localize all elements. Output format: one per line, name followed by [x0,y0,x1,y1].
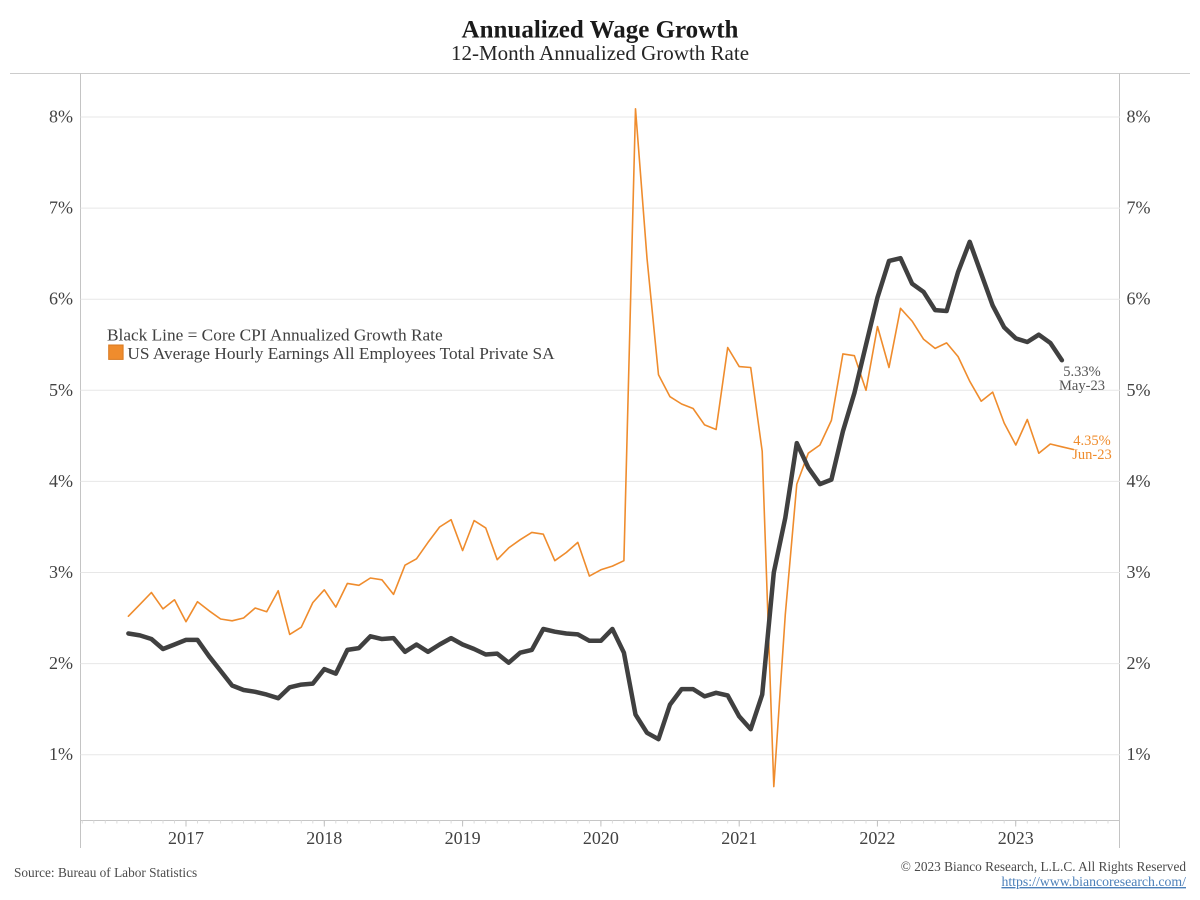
svg-text:Annualized Wage Growth: Annualized Wage Growth [462,17,739,44]
svg-text:2023: 2023 [998,828,1034,848]
svg-text:© 2023 Bianco Research, L.L.C.: © 2023 Bianco Research, L.L.C. All Right… [901,859,1187,874]
svg-text:6%: 6% [49,289,73,309]
svg-text:12-Month Annualized Growth Rat: 12-Month Annualized Growth Rate [451,41,749,65]
svg-text:3%: 3% [1127,562,1151,582]
svg-text:1%: 1% [1127,744,1151,764]
svg-text:2019: 2019 [445,828,481,848]
svg-text:4%: 4% [49,471,73,491]
svg-text:May-23: May-23 [1059,378,1105,394]
svg-text:2021: 2021 [721,828,757,848]
svg-text:2%: 2% [49,653,73,673]
svg-text:7%: 7% [49,198,73,218]
svg-text:Jun-23: Jun-23 [1072,447,1111,463]
svg-text:US Average Hourly Earnings All: US Average Hourly Earnings All Employees… [127,344,555,363]
svg-text:2022: 2022 [859,828,895,848]
svg-text:2%: 2% [1127,653,1151,673]
svg-text:2018: 2018 [306,828,342,848]
svg-text:7%: 7% [1127,198,1151,218]
svg-text:4.35%: 4.35% [1073,433,1110,449]
svg-text:2020: 2020 [583,828,619,848]
svg-text:5.33%: 5.33% [1063,364,1100,380]
svg-text:8%: 8% [49,107,73,127]
svg-text:6%: 6% [1127,289,1151,309]
svg-text:https://www.biancoresearch.com: https://www.biancoresearch.com/ [1001,874,1186,889]
svg-text:Black Line = Core CPI Annualiz: Black Line = Core CPI Annualized Growth … [107,326,443,345]
svg-text:5%: 5% [1127,380,1151,400]
svg-text:4%: 4% [1127,471,1151,491]
svg-text:8%: 8% [1127,107,1151,127]
svg-text:2017: 2017 [168,828,204,848]
svg-text:3%: 3% [49,562,73,582]
svg-text:5%: 5% [49,380,73,400]
svg-text:Source: Bureau of Labor Statis: Source: Bureau of Labor Statistics [14,865,197,880]
svg-text:1%: 1% [49,744,73,764]
